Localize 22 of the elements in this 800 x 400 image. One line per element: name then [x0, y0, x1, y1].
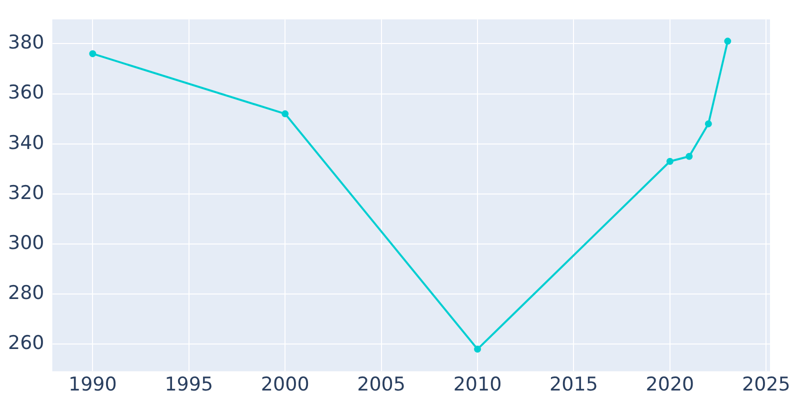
x-tick-label: 2005: [357, 374, 406, 396]
x-tick-label: 2020: [646, 374, 694, 396]
y-tick-label: 340: [8, 132, 44, 154]
x-tick-label: 2000: [260, 374, 310, 396]
x-tick-label: 2025: [742, 374, 790, 396]
point: [89, 50, 96, 58]
y-tick-label: 380: [8, 32, 44, 54]
x-tick-label: 2010: [453, 374, 502, 396]
x-tick-label: 1995: [164, 374, 214, 396]
x-tick-label: 1990: [68, 374, 117, 396]
y-tick-label: 360: [8, 82, 44, 104]
y-tick-label: 260: [8, 332, 44, 354]
point: [666, 158, 674, 165]
point: [724, 38, 732, 45]
point: [686, 152, 693, 160]
point: [282, 110, 289, 118]
x-tick-label: 2015: [550, 374, 598, 396]
point: [704, 120, 712, 128]
y-tick-label: 300: [8, 232, 44, 254]
point: [474, 346, 482, 353]
y-tick-label: 320: [8, 182, 44, 204]
y-tick-label: 280: [8, 282, 44, 304]
